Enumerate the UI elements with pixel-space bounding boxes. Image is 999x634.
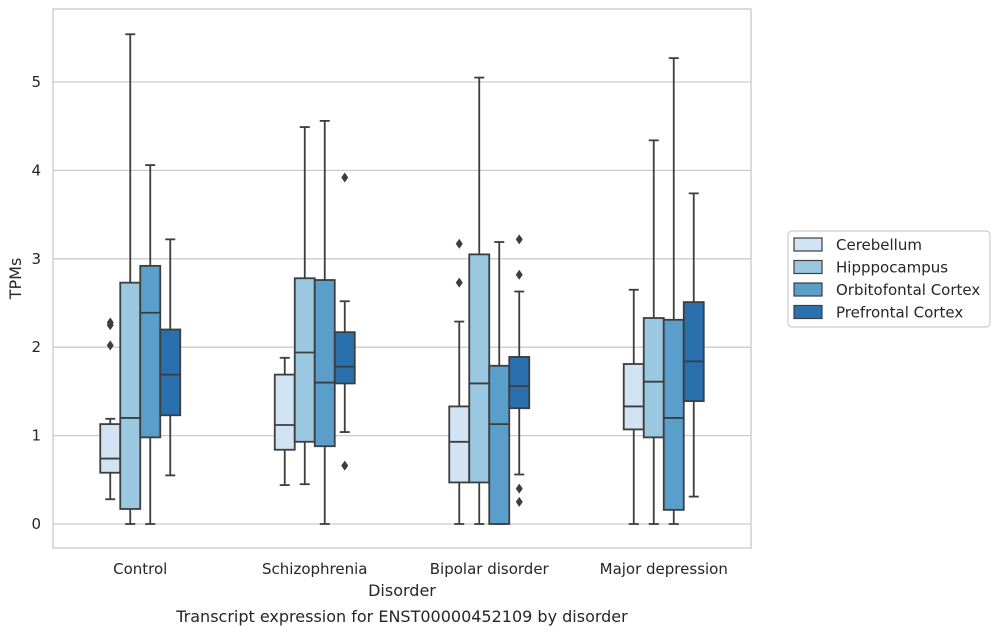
outlier-point: [455, 238, 463, 249]
box-body: [622, 363, 645, 431]
box-body: [119, 281, 142, 510]
legend-label: Prefrontal Cortex: [836, 304, 963, 322]
box: [622, 288, 645, 525]
x-tick-label: Major depression: [600, 560, 728, 578]
box-body: [273, 373, 296, 451]
legend: Cerebellum Hipppocampus Orbitofontal Corte…: [787, 230, 991, 328]
box: [313, 119, 336, 525]
legend-label: Cerebellum: [836, 236, 922, 254]
outlier-point: [515, 269, 523, 280]
box-body: [682, 301, 705, 403]
y-tick-label: 2: [31, 338, 41, 356]
legend-label: Orbitofontal Cortex: [836, 281, 980, 299]
box: [488, 241, 511, 525]
y-axis-label: TPMs: [6, 258, 25, 301]
box: [682, 192, 705, 498]
y-tick-label: 1: [31, 427, 41, 445]
x-axis-label: Disorder: [368, 581, 436, 600]
box-body: [333, 331, 356, 385]
box: [159, 238, 182, 477]
box-body: [508, 356, 531, 410]
plot-area: [52, 8, 752, 549]
x-tick-label: Control: [113, 560, 167, 578]
box: [333, 172, 356, 471]
box-body: [159, 328, 182, 417]
box-body: [99, 423, 122, 474]
box-body: [662, 318, 685, 511]
box: [119, 33, 142, 525]
box-body: [313, 279, 336, 448]
legend-swatch: [793, 304, 823, 320]
box: [448, 238, 471, 525]
outlier-point: [515, 483, 523, 494]
outlier-point: [341, 460, 349, 471]
legend-swatch: [793, 237, 823, 252]
outlier-point: [455, 277, 463, 288]
box-body: [468, 253, 491, 484]
legend-label: Hipppocampus: [836, 259, 948, 277]
outlier-point: [515, 496, 523, 507]
y-tick-label: 0: [31, 515, 41, 533]
legend-swatch: [793, 259, 823, 275]
box: [508, 234, 531, 507]
box-plots: [99, 33, 705, 525]
box-body: [642, 317, 665, 439]
box-body: [488, 364, 511, 525]
box-body: [139, 264, 162, 439]
outlier-point: [106, 340, 114, 351]
box-body: [448, 405, 471, 484]
legend-swatch: [793, 282, 823, 297]
box: [293, 126, 316, 486]
legend-frame: [787, 230, 991, 328]
outlier-point: [515, 234, 523, 245]
box: [99, 317, 122, 501]
box: [273, 356, 296, 487]
outlier-point: [341, 172, 349, 183]
y-axis-ticks: 0 1 2 3 4 5: [31, 73, 41, 533]
box: [468, 76, 491, 525]
box-body: [293, 277, 316, 443]
y-tick-label: 5: [31, 73, 41, 91]
box: [139, 164, 162, 525]
x-axis-ticks: Control Schizophrenia Bipolar disorder Majo…: [113, 560, 728, 578]
x-tick-label: Schizophrenia: [262, 560, 367, 578]
box: [662, 57, 685, 525]
outlier-point: [106, 317, 114, 328]
y-tick-label: 3: [31, 250, 41, 268]
x-tick-label: Bipolar disorder: [430, 560, 550, 578]
box: [642, 139, 665, 525]
y-tick-label: 4: [31, 161, 41, 179]
chart-title: Transcript expression for ENST0000045210…: [175, 607, 628, 626]
